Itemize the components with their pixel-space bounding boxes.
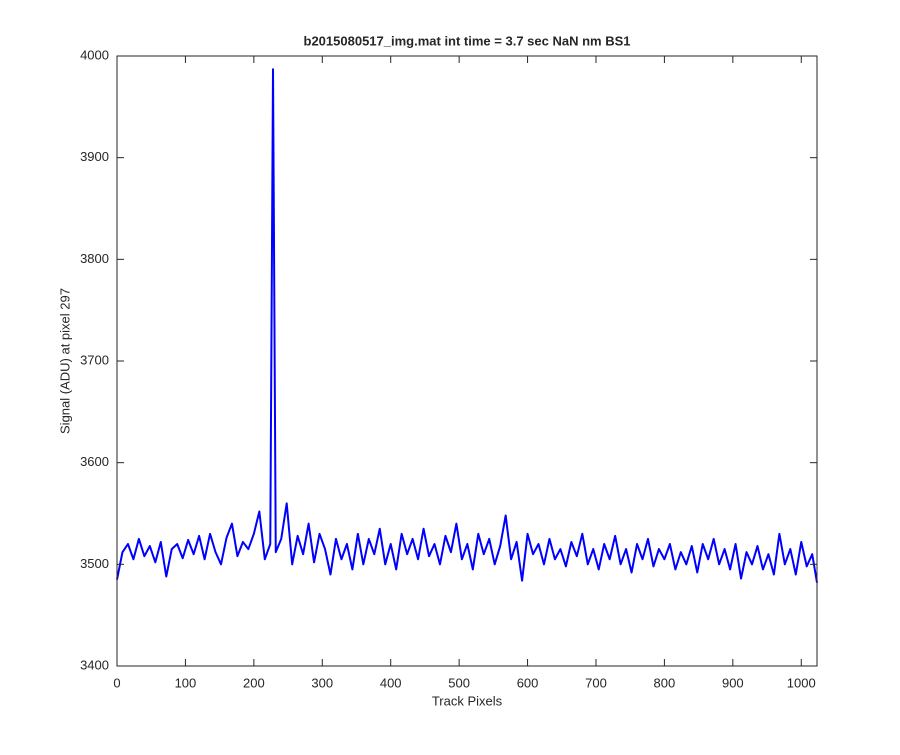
x-tick-label: 900 bbox=[722, 675, 744, 690]
y-axis-label: Signal (ADU) at pixel 297 bbox=[57, 288, 72, 434]
chart-title: b2015080517_img.mat int time = 3.7 sec N… bbox=[304, 33, 631, 48]
x-tick-label: 100 bbox=[175, 675, 197, 690]
data-line bbox=[116, 68, 818, 583]
x-axis-label: Track Pixels bbox=[432, 693, 503, 708]
x-tick-label: 800 bbox=[654, 675, 676, 690]
x-tick-label: 500 bbox=[448, 675, 470, 690]
x-tick-label: 300 bbox=[311, 675, 333, 690]
x-tick-label: 700 bbox=[585, 675, 607, 690]
y-tick-label: 3500 bbox=[80, 556, 109, 571]
y-tick-label: 3600 bbox=[80, 454, 109, 469]
x-tick-label: 600 bbox=[517, 675, 539, 690]
y-tick-label: 3700 bbox=[80, 352, 109, 367]
x-tick-label: 400 bbox=[380, 675, 402, 690]
y-tick-label: 3900 bbox=[80, 149, 109, 164]
y-tick-label: 3400 bbox=[80, 657, 109, 672]
y-tick-label: 3800 bbox=[80, 251, 109, 266]
x-tick-label: 1000 bbox=[787, 675, 816, 690]
x-tick-label: 0 bbox=[113, 675, 120, 690]
y-tick-label: 4000 bbox=[80, 47, 109, 62]
x-tick-label: 200 bbox=[243, 675, 265, 690]
